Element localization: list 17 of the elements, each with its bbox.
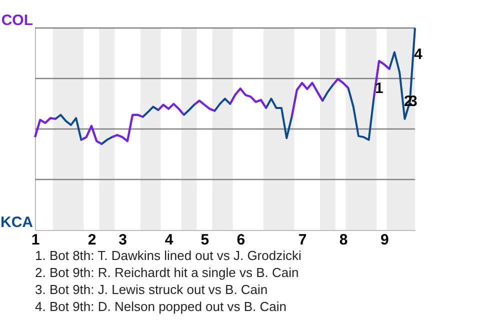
x-tick-label: 3 [118, 232, 127, 248]
text: 1. Bot 8th: T. Dawkins lined out vs J. Grodzicki [35, 248, 302, 263]
x-tick-label: 4 [164, 232, 174, 248]
annotation: 1 [375, 80, 384, 97]
text: KCA [0, 214, 34, 231]
text: 3. Bot 9th: J. Lewis struck out vs B. Cain [35, 282, 268, 297]
x-tick-label: 6 [236, 232, 246, 248]
x-tick-label: 7 [298, 232, 307, 248]
text: 4. Bot 9th: D. Nelson popped out vs B. Cain [35, 299, 286, 314]
x-tick-label: 2 [88, 232, 96, 248]
annotation: 4 [414, 46, 423, 63]
x-tick-label: 8 [339, 232, 348, 248]
x-tick-label: 1 [31, 232, 40, 248]
x-tick-label: 5 [200, 232, 210, 248]
x-tick-label: 9 [380, 232, 389, 248]
text: 2. Bot 9th: R. Reichardt hit a single vs B. Cain [35, 265, 299, 280]
text: COL [1, 12, 33, 29]
